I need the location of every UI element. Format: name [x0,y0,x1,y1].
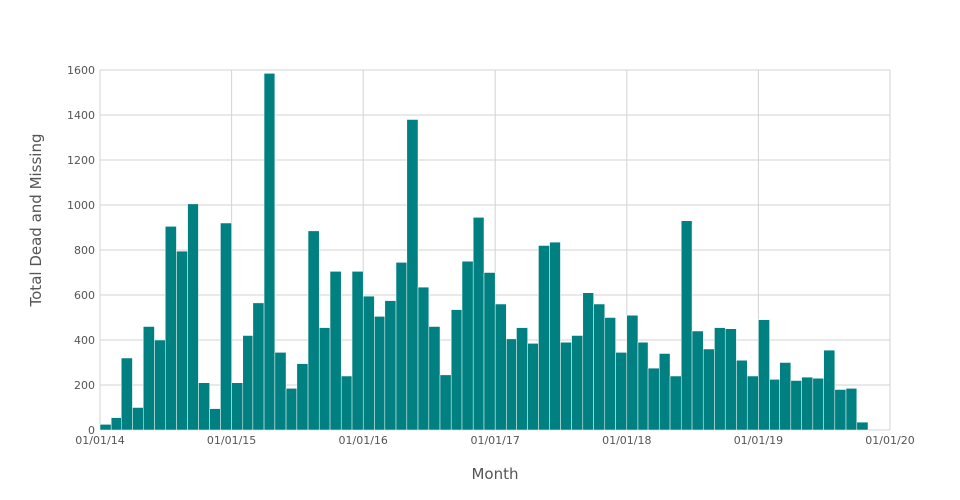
bar-2015-03 [252,302,265,431]
bar-2014-11 [209,408,221,431]
bar-2019-07 [823,349,836,431]
y-tick-label: 800 [74,244,95,257]
bar-2014-12 [220,222,232,431]
bar-2015-04 [263,73,276,431]
y-tick-label: 600 [74,289,95,302]
bar-2018-01 [626,315,639,431]
bar-2018-04 [658,353,671,431]
bar-2017-09 [582,292,594,431]
bar-2016-05 [406,119,419,431]
bar-2017-03 [516,327,528,431]
bar-2019-10 [856,421,869,431]
bar-2018-06 [680,220,693,431]
bars [99,73,869,431]
bar-2019-09 [845,388,858,431]
y-tick-label: 1400 [67,109,95,122]
bar-2018-03 [647,367,660,431]
bar-2015-11 [340,375,353,431]
bar-2019-06 [812,378,824,431]
bar-2019-05 [801,376,814,431]
bar-2014-03 [121,357,133,431]
bar-2014-05 [143,326,155,431]
x-tick-label: 01/01/17 [470,434,519,447]
bar-2015-05 [274,352,287,431]
y-tick-label: 400 [74,334,95,347]
bar-2019-08 [834,389,847,431]
bar-2016-12 [483,272,496,431]
x-axis-ticks: 01/01/14 01/01/15 01/01/16 01/01/17 01/01/18… [75,434,914,447]
bar-2019-04 [790,380,802,431]
bar-2018-08 [702,348,715,431]
bar-2016-03 [384,300,397,431]
x-tick-label: 01/01/18 [602,434,651,447]
bar-2017-12 [615,352,628,431]
bar-2017-04 [527,343,539,431]
bar-2016-02 [374,316,386,431]
bar-2015-10 [329,271,342,431]
x-axis-title: Month [471,465,518,483]
bar-2019-03 [779,362,792,431]
x-tick-label: 01/01/16 [339,434,388,447]
bar-2014-09 [187,203,199,431]
bar-2015-12 [351,271,364,431]
bar-2014-02 [110,417,122,431]
bar-2014-10 [198,382,210,431]
bar-2016-01 [362,295,375,431]
bar-2016-04 [395,262,408,431]
bar-2019-01 [758,319,770,431]
x-tick-label: 01/01/14 [75,434,124,447]
bar-2016-07 [428,326,441,431]
y-tick-label: 200 [74,379,95,392]
bar-2019-02 [769,379,780,431]
bar-2017-10 [593,303,606,431]
bar-2017-11 [604,317,616,431]
bar-2017-05 [538,245,550,431]
bar-2015-09 [318,327,331,431]
bar-2015-02 [242,335,254,431]
bar-2015-07 [296,363,309,431]
bar-2018-09 [714,327,726,431]
x-tick-label: 01/01/19 [734,434,783,447]
bar-2014-07 [165,226,177,431]
bar-2018-10 [724,328,737,431]
bar-2018-11 [736,360,748,431]
x-tick-label: 01/01/15 [207,434,256,447]
bar-2018-02 [637,342,649,431]
y-tick-label: 1000 [67,199,95,212]
bar-2017-06 [549,241,561,431]
bar-2018-12 [746,375,759,431]
bar-2015-06 [285,388,298,431]
bar-2018-05 [669,375,682,431]
bar-2016-08 [439,374,452,431]
y-tick-label: 1600 [67,64,95,77]
y-tick-label: 0 [88,424,95,437]
x-tick-label: 01/01/20 [865,434,914,447]
y-tick-label: 1200 [67,154,95,167]
bar-2016-09 [450,309,463,431]
bar-2014-04 [132,407,144,431]
bar-2016-11 [472,217,485,431]
bar-2015-08 [307,230,320,431]
bar-2017-07 [560,342,572,431]
y-axis-ticks: 0 200 400 600 800 1000 1200 1400 1600 [67,64,95,437]
bar-2014-06 [154,339,166,431]
bar-2014-01 [99,424,112,431]
bar-2017-02 [506,338,517,431]
bar-2016-10 [461,261,474,431]
bar-2016-06 [417,286,430,431]
bar-2017-08 [571,335,584,431]
bar-2018-07 [691,330,704,431]
bar-2017-01 [494,303,507,431]
bar-2014-08 [176,250,188,431]
bar-2015-01 [231,382,244,431]
y-axis-title: Total Dead and Missing [27,134,45,308]
